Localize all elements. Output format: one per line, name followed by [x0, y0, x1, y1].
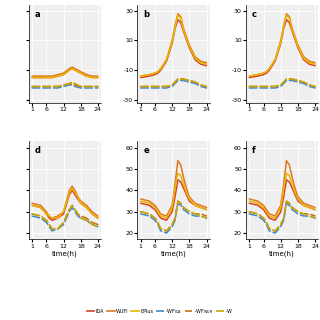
Text: d: d — [35, 146, 41, 155]
X-axis label: time(h): time(h) — [161, 251, 187, 257]
X-axis label: time(h): time(h) — [269, 251, 295, 257]
Text: f: f — [252, 146, 256, 155]
Text: c: c — [252, 10, 257, 19]
Text: a: a — [35, 10, 40, 19]
Text: e: e — [143, 146, 149, 155]
Legend: IDA, WUFI, EPlus, $\cdot$WF$_{\mathregular{IDA}}$, $\cdot$WF$_{\mathregular{WUFI: IDA, WUFI, EPlus, $\cdot$WF$_{\mathregul… — [85, 305, 235, 317]
X-axis label: time(h): time(h) — [52, 251, 78, 257]
Text: b: b — [143, 10, 149, 19]
